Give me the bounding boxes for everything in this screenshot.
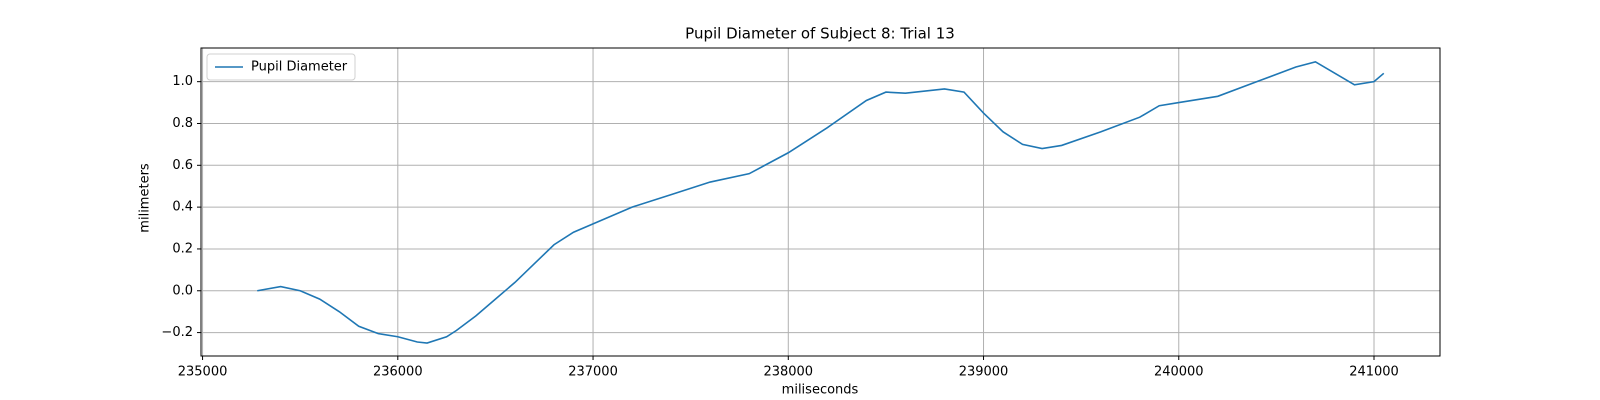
y-tick-label: 0.2 <box>172 241 193 256</box>
y-tick-label: −0.2 <box>161 325 193 340</box>
x-tick-label: 241000 <box>1349 365 1399 380</box>
x-axis-label: miliseconds <box>782 383 859 398</box>
x-tick-label: 239000 <box>959 365 1009 380</box>
plot-frame <box>200 47 1441 357</box>
x-tick-label: 237000 <box>568 365 618 380</box>
y-tick-label: 0.0 <box>172 283 193 298</box>
y-tick-label: 0.8 <box>172 116 193 131</box>
y-tick-label: 0.6 <box>172 158 193 173</box>
y-tick-label: 1.0 <box>172 74 193 89</box>
x-tick-label: 235000 <box>178 365 228 380</box>
chart-title: Pupil Diameter of Subject 8: Trial 13 <box>685 25 955 43</box>
x-tick-label: 236000 <box>373 365 423 380</box>
x-tick-label: 240000 <box>1154 365 1204 380</box>
y-axis-label: milimeters <box>138 163 153 233</box>
data-line <box>257 60 1385 344</box>
legend-label: Pupil Diameter <box>251 60 348 75</box>
legend-box <box>206 53 356 81</box>
y-tick-label: 0.4 <box>172 200 193 215</box>
x-tick-label: 238000 <box>763 365 813 380</box>
